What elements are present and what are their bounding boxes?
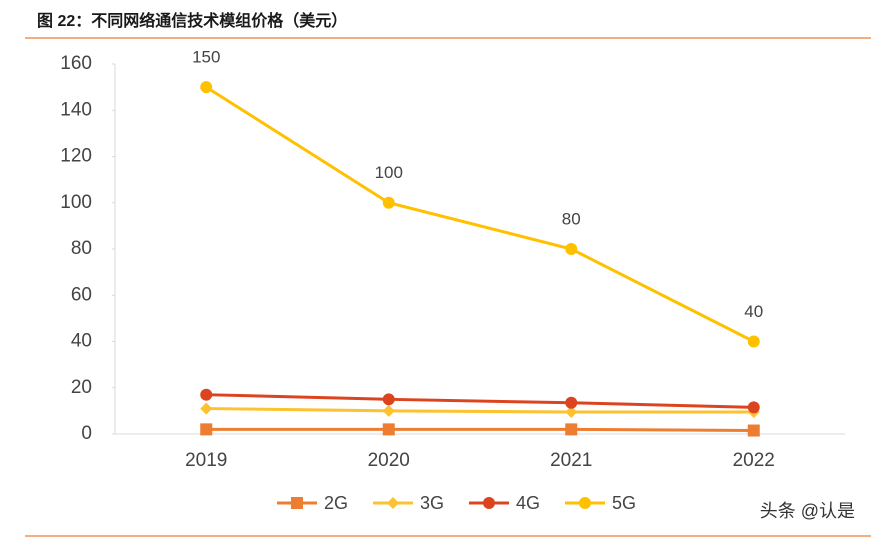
data-point bbox=[200, 388, 213, 401]
y-tick-label: 140 bbox=[60, 99, 92, 120]
data-point bbox=[747, 335, 760, 348]
series-line bbox=[206, 427, 754, 433]
data-label: 100 bbox=[375, 163, 403, 182]
data-label: 80 bbox=[562, 209, 581, 228]
data-point bbox=[565, 406, 578, 419]
series-line bbox=[206, 407, 754, 414]
data-point bbox=[200, 81, 213, 94]
y-tick-label: 160 bbox=[60, 53, 92, 74]
legend-label: 5G bbox=[612, 493, 636, 513]
chart-title: 图 22：不同网络通信技术模组价格（美元） bbox=[37, 11, 347, 30]
legend-label: 4G bbox=[516, 493, 540, 513]
data-label: 150 bbox=[192, 48, 220, 67]
y-tick-label: 120 bbox=[60, 146, 92, 167]
y-tick-label: 100 bbox=[60, 192, 92, 213]
x-tick-label: 2019 bbox=[185, 450, 227, 471]
data-point bbox=[565, 396, 578, 409]
watermark: 头条 @认是 bbox=[760, 501, 855, 521]
legend-marker bbox=[483, 497, 495, 509]
data-label: 40 bbox=[744, 302, 763, 321]
x-tick-label: 2022 bbox=[733, 450, 775, 471]
y-tick-label: 0 bbox=[81, 423, 92, 444]
legend-marker bbox=[291, 497, 303, 509]
data-point bbox=[747, 401, 760, 414]
data-point bbox=[200, 423, 213, 436]
y-tick-label: 20 bbox=[71, 377, 92, 398]
y-tick-label: 40 bbox=[71, 331, 92, 352]
series-line bbox=[206, 393, 754, 409]
legend-marker bbox=[387, 497, 399, 509]
data-point bbox=[382, 404, 395, 417]
series-line bbox=[205, 85, 755, 343]
x-tick-label: 2021 bbox=[550, 450, 592, 471]
x-tick-label: 2020 bbox=[368, 450, 410, 471]
y-tick-label: 80 bbox=[71, 238, 92, 259]
data-point bbox=[200, 402, 213, 415]
legend-marker bbox=[579, 497, 591, 509]
data-point bbox=[382, 196, 395, 209]
data-point bbox=[565, 243, 578, 255]
data-point bbox=[565, 423, 578, 436]
data-point bbox=[382, 393, 395, 406]
data-point bbox=[747, 424, 760, 437]
data-point bbox=[382, 423, 395, 436]
legend-label: 2G bbox=[324, 493, 348, 513]
legend-label: 3G bbox=[420, 493, 444, 513]
y-tick-label: 60 bbox=[71, 284, 92, 305]
